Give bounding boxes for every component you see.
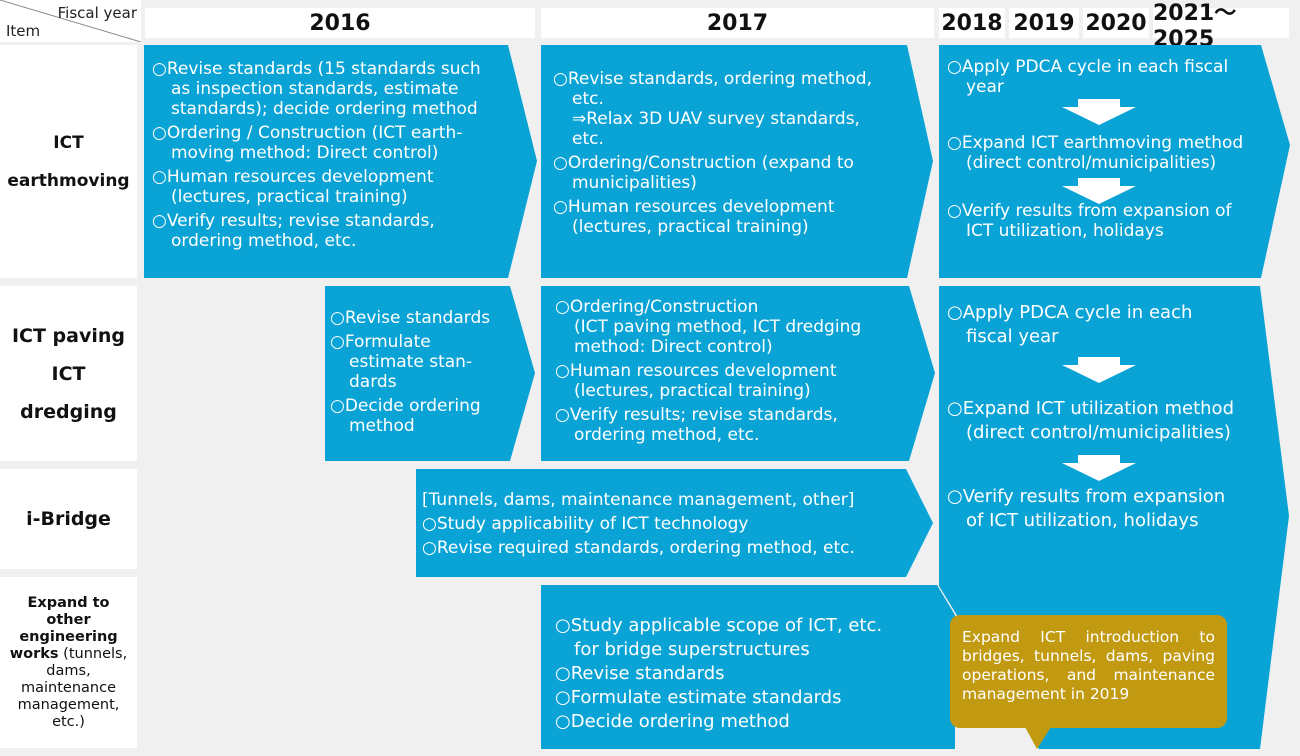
item: ○Revise required standards, ordering met… — [422, 538, 855, 558]
row-label-ict-dredging: ICT dredging — [20, 362, 117, 423]
year-header-2018: 2018 — [939, 8, 1005, 38]
item: ○Verify results from expansion of ICT uti… — [947, 486, 1226, 531]
row-label-ict-earthmoving: ICT earthmoving — [7, 132, 130, 191]
expand-line-8: etc.) — [52, 713, 85, 730]
item: ○Apply PDCA cycle in each fiscal year — [947, 302, 1193, 347]
text-paving-2016: ○Revise standards ○Formulate estimate sta… — [330, 308, 520, 440]
item: ○Verify results; revise standards, orderi… — [152, 211, 435, 251]
item: ○Decide ordering method — [330, 396, 481, 436]
text-paving-2018-onward: ○Apply PDCA cycle in each fiscal year ○Ex… — [947, 301, 1277, 533]
arrow-paving-2016 — [325, 286, 535, 461]
expand-line-5: dams, — [46, 662, 91, 679]
item: ○Apply PDCA cycle in each fiscal year — [947, 57, 1229, 97]
row-header-i-bridge: i-Bridge — [0, 469, 137, 569]
expand-line-2: other — [46, 611, 91, 628]
item: ○Revise standards — [555, 663, 725, 684]
callout-text: Expand ICT introduction to bridges, tunn… — [962, 628, 1215, 703]
year-header-2019: 2019 — [1009, 8, 1079, 38]
header-corner: Fiscal year Item — [0, 0, 141, 42]
text-earthmoving-2017: ○Revise standards, ordering method, etc. ⇒… — [553, 69, 903, 241]
item: ○Study applicable scope of ICT, etc. for … — [555, 615, 883, 660]
row-header-expand-other-works: Expand to other engineering works (tunne… — [0, 577, 137, 748]
item-label: Item — [6, 22, 41, 40]
arrow-earthmoving-2018-onward — [939, 45, 1290, 278]
item: ○Revise standards — [330, 308, 491, 328]
year-header-2017: 2017 — [541, 8, 934, 38]
row-label-i-bridge: i-Bridge — [26, 508, 111, 530]
arrow-expand-2017 — [541, 585, 955, 749]
year-header-2016: 2016 — [145, 8, 535, 38]
item: ○Ordering/Construction (expand to municip… — [553, 153, 854, 193]
text-expand-2017: ○Study applicable scope of ICT, etc. for … — [555, 614, 925, 734]
item: ○Formulate estimate standards — [555, 687, 842, 708]
year-header-2021-2025: 2021～2025 — [1153, 1, 1289, 52]
item: ○Revise standards (15 standards such as i… — [152, 59, 481, 119]
text-earthmoving-2016: ○Revise standards (15 standards such as i… — [152, 59, 532, 255]
fiscal-year-label: Fiscal year — [57, 4, 137, 22]
row-label-ict-paving: ICT paving — [11, 324, 126, 347]
corner-diagonal — [0, 0, 141, 42]
arrow-paving-2017 — [541, 286, 935, 461]
expand-line-7: management, — [17, 696, 120, 713]
item: ○Ordering/Construction (ICT paving method… — [555, 297, 862, 357]
item: ○Formulate estimate stan-dards — [330, 332, 473, 392]
item: ○Expand ICT utilization method (direct co… — [947, 398, 1234, 443]
item: ○Decide ordering method — [555, 711, 790, 732]
item: ○Study applicability of ICT technology — [422, 514, 749, 534]
item: ○Ordering / Construction (ICT earth-movi… — [152, 123, 463, 163]
item: ○Human resources development (lectures, p… — [152, 167, 434, 207]
item: ○Expand ICT earthmoving method (direct co… — [947, 133, 1244, 173]
row-header-ict-earthmoving: ICT earthmoving — [0, 45, 137, 278]
text-paving-2017: ○Ordering/Construction (ICT paving method… — [555, 297, 905, 449]
row-header-ict-paving-dredging: ICT paving ICT dredging — [0, 286, 137, 461]
text-earthmoving-2018-onward: ○Apply PDCA cycle in each fiscal year ○Ex… — [947, 57, 1277, 241]
callout-expand-2019: Expand ICT introduction to bridges, tunn… — [950, 615, 1227, 728]
year-header-2020: 2020 — [1083, 8, 1149, 38]
arrow-earthmoving-2017 — [541, 45, 933, 278]
expand-line-4: works (tunnels, — [9, 645, 128, 662]
item: ○Verify results from expansion of ICT uti… — [947, 201, 1232, 241]
arrow-i-bridge — [416, 469, 933, 577]
item: ○Human resources development (lectures, p… — [555, 361, 837, 401]
item: ○Verify results; revise standards, orderi… — [555, 405, 838, 445]
item: [Tunnels, dams, maintenance management, … — [422, 490, 855, 510]
expand-line-6: maintenance — [21, 679, 116, 696]
item: ○Revise standards, ordering method, etc. ⇒… — [553, 69, 872, 149]
text-i-bridge: [Tunnels, dams, maintenance management, … — [422, 488, 927, 560]
item: ○Human resources development (lectures, p… — [553, 197, 835, 237]
arrow-earthmoving-2016 — [144, 45, 537, 278]
expand-line-1: Expand to — [27, 594, 110, 611]
expand-line-3: engineering — [19, 628, 118, 645]
